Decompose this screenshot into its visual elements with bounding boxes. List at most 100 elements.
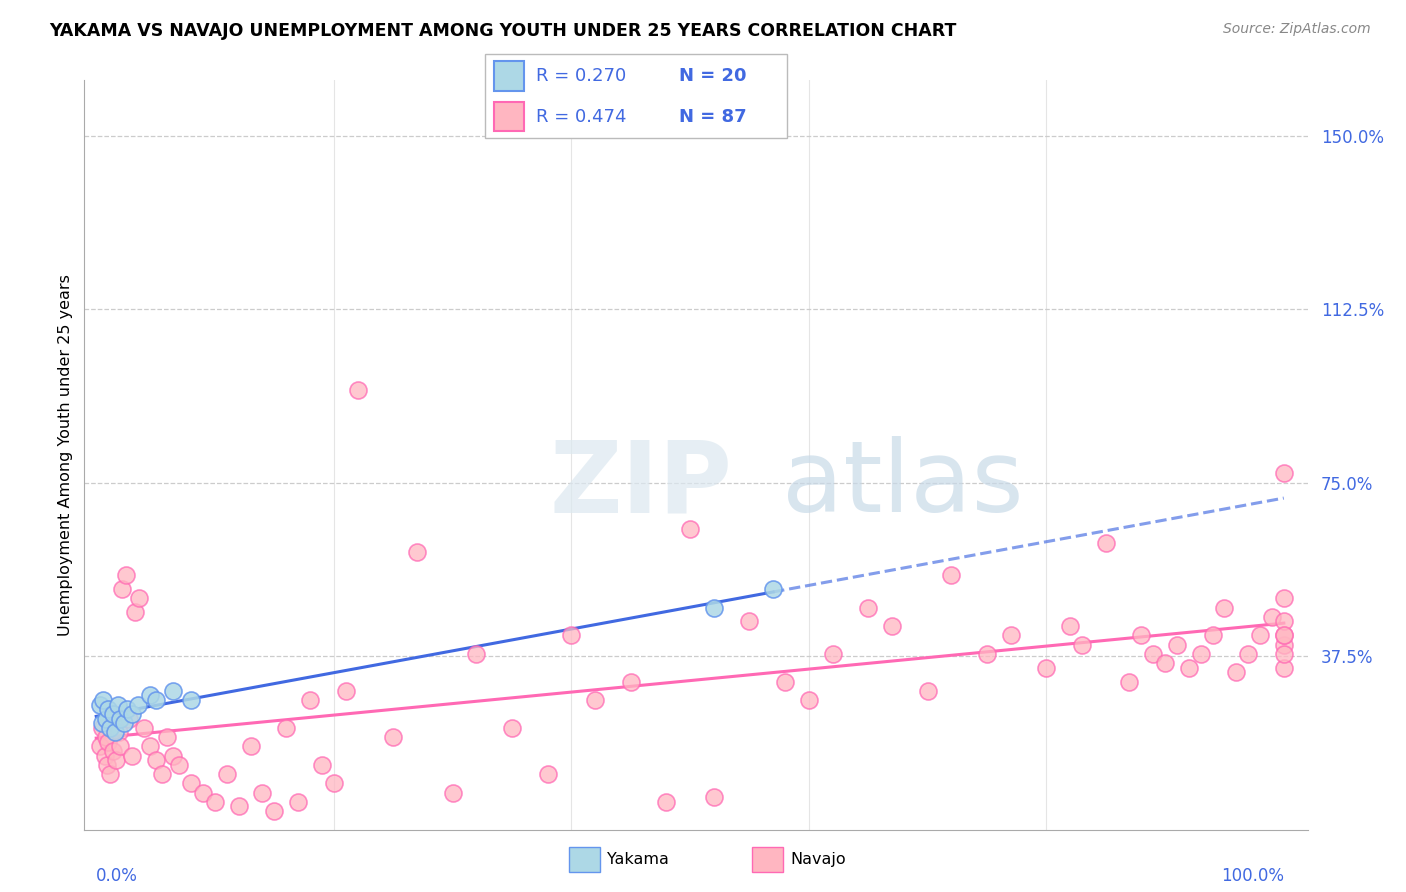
Point bbox=[127, 698, 149, 712]
Point bbox=[180, 693, 202, 707]
Point bbox=[91, 721, 114, 735]
Point bbox=[762, 582, 785, 596]
Point bbox=[145, 753, 167, 767]
Point bbox=[821, 647, 844, 661]
Text: Navajo: Navajo bbox=[790, 852, 846, 867]
Point bbox=[180, 776, 202, 790]
Point bbox=[287, 795, 309, 809]
Point bbox=[107, 725, 129, 739]
Point bbox=[773, 674, 796, 689]
Point bbox=[501, 721, 523, 735]
Point bbox=[1272, 638, 1295, 652]
FancyBboxPatch shape bbox=[485, 54, 787, 138]
Point bbox=[111, 582, 134, 596]
Y-axis label: Unemployment Among Youth under 25 years: Unemployment Among Youth under 25 years bbox=[58, 274, 73, 636]
Point bbox=[100, 721, 122, 735]
Point bbox=[1213, 600, 1236, 615]
Point bbox=[162, 683, 184, 698]
Point bbox=[94, 712, 117, 726]
Point bbox=[1237, 647, 1260, 661]
Text: R = 0.474: R = 0.474 bbox=[537, 108, 627, 126]
Point bbox=[1261, 609, 1284, 624]
Point bbox=[138, 739, 160, 754]
Point bbox=[1189, 647, 1212, 661]
Point bbox=[89, 698, 111, 712]
Point bbox=[335, 683, 357, 698]
Point bbox=[97, 734, 120, 748]
Point bbox=[1272, 647, 1295, 661]
Point bbox=[941, 568, 963, 582]
Point bbox=[132, 721, 155, 735]
Point bbox=[1249, 628, 1271, 642]
FancyBboxPatch shape bbox=[494, 62, 524, 91]
Point bbox=[1071, 638, 1094, 652]
Point bbox=[91, 716, 114, 731]
Point bbox=[145, 693, 167, 707]
Point bbox=[1272, 467, 1295, 481]
Point bbox=[311, 757, 333, 772]
Point bbox=[89, 739, 111, 754]
Point bbox=[94, 730, 117, 744]
Point bbox=[124, 605, 146, 619]
Point bbox=[239, 739, 262, 754]
Point bbox=[204, 795, 226, 809]
Point bbox=[797, 693, 820, 707]
Point bbox=[917, 683, 939, 698]
Point bbox=[1272, 615, 1295, 629]
Point bbox=[1059, 619, 1081, 633]
Point bbox=[1035, 661, 1057, 675]
Point bbox=[108, 739, 131, 754]
Text: atlas: atlas bbox=[782, 436, 1024, 533]
Point bbox=[263, 804, 285, 818]
Point bbox=[252, 786, 274, 800]
Text: 0.0%: 0.0% bbox=[96, 866, 138, 885]
Point bbox=[1118, 674, 1140, 689]
Point bbox=[1201, 628, 1223, 642]
Point bbox=[150, 767, 173, 781]
Point bbox=[162, 748, 184, 763]
Point bbox=[322, 776, 344, 790]
Point bbox=[107, 698, 129, 712]
Point bbox=[105, 753, 128, 767]
Point bbox=[101, 744, 124, 758]
Point bbox=[128, 591, 150, 606]
Point bbox=[1094, 536, 1116, 550]
Point bbox=[976, 647, 998, 661]
Point bbox=[620, 674, 643, 689]
Point bbox=[93, 693, 115, 707]
Point bbox=[104, 725, 127, 739]
Point bbox=[1000, 628, 1022, 642]
Point bbox=[1272, 661, 1295, 675]
Point bbox=[101, 706, 124, 721]
Point bbox=[346, 383, 368, 397]
Text: YAKAMA VS NAVAJO UNEMPLOYMENT AMONG YOUTH UNDER 25 YEARS CORRELATION CHART: YAKAMA VS NAVAJO UNEMPLOYMENT AMONG YOUT… bbox=[49, 22, 956, 40]
Text: Yakama: Yakama bbox=[607, 852, 669, 867]
Point bbox=[536, 767, 558, 781]
Point bbox=[228, 799, 250, 814]
Point bbox=[156, 730, 179, 744]
Point bbox=[93, 748, 115, 763]
Point bbox=[121, 706, 143, 721]
Point bbox=[703, 600, 725, 615]
Point bbox=[406, 545, 429, 559]
Point bbox=[138, 689, 160, 703]
Point bbox=[1130, 628, 1153, 642]
Point bbox=[856, 600, 879, 615]
Point bbox=[560, 628, 582, 642]
Point bbox=[100, 767, 122, 781]
Point bbox=[112, 716, 135, 731]
Point bbox=[103, 706, 125, 721]
Text: Source: ZipAtlas.com: Source: ZipAtlas.com bbox=[1223, 22, 1371, 37]
Point bbox=[1225, 665, 1247, 680]
Text: 100.0%: 100.0% bbox=[1220, 866, 1284, 885]
Text: R = 0.270: R = 0.270 bbox=[537, 67, 627, 85]
Point bbox=[583, 693, 606, 707]
Point bbox=[115, 702, 138, 716]
Text: ZIP: ZIP bbox=[550, 436, 733, 533]
Text: N = 20: N = 20 bbox=[679, 67, 747, 85]
Point bbox=[880, 619, 903, 633]
Point bbox=[169, 757, 191, 772]
Point bbox=[96, 757, 118, 772]
Point bbox=[1272, 628, 1295, 642]
Point bbox=[118, 712, 141, 726]
